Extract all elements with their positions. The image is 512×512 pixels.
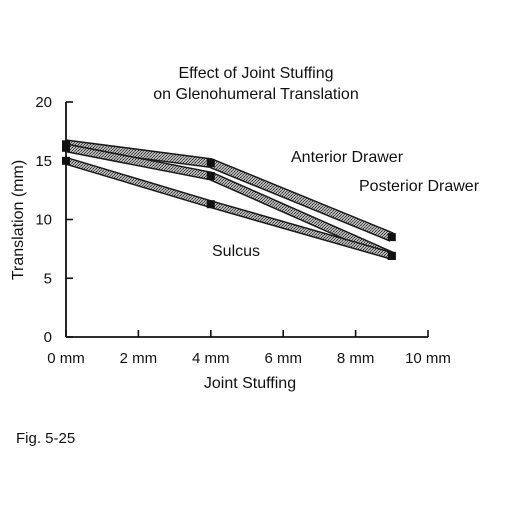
chart-title-line-2: on Glenohumeral Translation — [153, 86, 358, 103]
x-tick-label: 10 mm — [405, 350, 451, 367]
series-sulcus — [62, 156, 396, 260]
y-tick-label: 10 — [35, 212, 52, 229]
y-tick-label: 5 — [44, 270, 52, 287]
tick-labels: 0 5 10 15 20 0 mm 2 mm 4 mm 6 mm 8 mm 10 mm — [35, 94, 451, 367]
data-point — [206, 172, 215, 180]
data-point — [387, 251, 396, 260]
axes — [65, 101, 429, 338]
series-label-posterior-drawer: Posterior Drawer — [359, 178, 480, 195]
data-point — [62, 156, 70, 165]
series-label-anterior-drawer: Anterior Drawer — [291, 149, 404, 166]
x-tick-label: 0 mm — [47, 350, 85, 367]
y-tick-label: 0 — [44, 329, 52, 346]
x-tick-label: 6 mm — [264, 350, 302, 367]
y-tick-label: 20 — [35, 94, 52, 111]
y-tick-label: 15 — [35, 153, 52, 170]
data-point — [206, 159, 215, 168]
x-axis-label: Joint Stuffing — [204, 375, 296, 392]
data-point — [206, 200, 215, 209]
series-label-sulcus: Sulcus — [212, 243, 260, 260]
chart-title-line-1: Effect of Joint Stuffing — [178, 65, 333, 82]
x-tick-label: 8 mm — [337, 350, 375, 367]
y-axis-label: Translation (mm) — [10, 160, 27, 280]
x-tick-label: 4 mm — [192, 350, 230, 367]
series-group — [62, 139, 396, 261]
data-point — [62, 143, 70, 152]
x-tick-label: 2 mm — [120, 350, 158, 367]
data-point — [387, 233, 396, 242]
figure-caption: Fig. 5-25 — [16, 430, 75, 447]
